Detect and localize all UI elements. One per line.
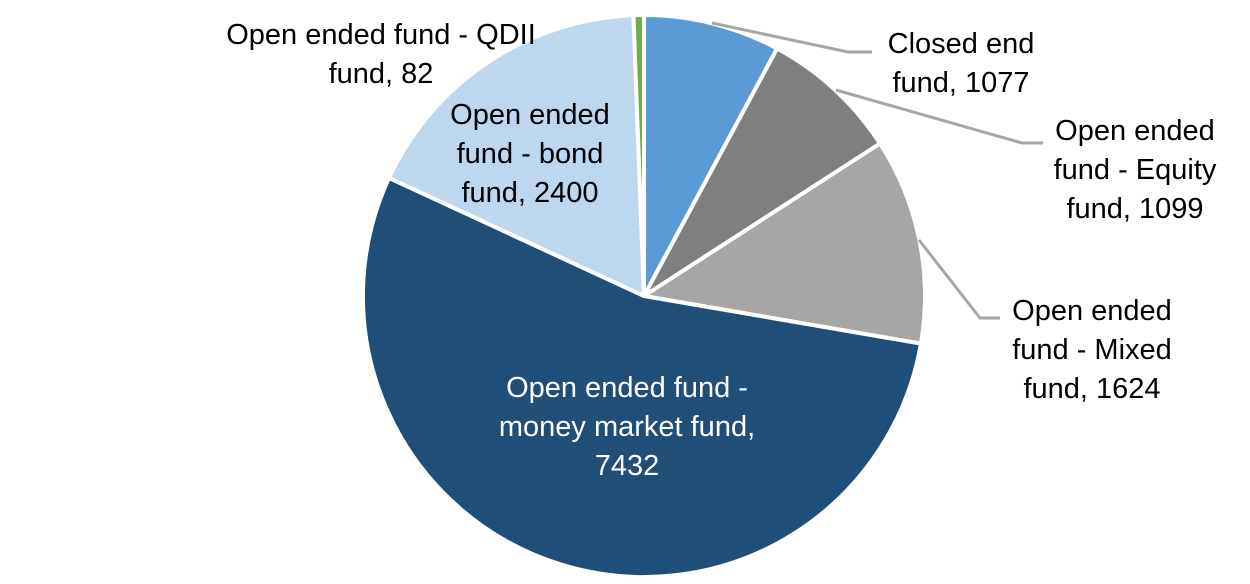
- slice-open-ended-fund-equity-fund: [642, 46, 882, 298]
- slice-open-ended-fund-bond-fund: [387, 13, 646, 298]
- label-bond-fund: Open ended fund - bond fund, 2400: [450, 99, 610, 209]
- label-closed-end-fund: Closed end fund, 1077: [887, 28, 1035, 99]
- leader-line-closed-end-fund: [711, 21, 872, 54]
- label-money-market-fund: Open ended fund - money market fund, 743…: [498, 372, 756, 482]
- slice-open-ended-fund-mixed-fund: [642, 141, 927, 346]
- slice-open-ended-fund-qdii-fund: [631, 13, 646, 298]
- leader-line-mixed-fund: [917, 239, 1000, 320]
- label-equity-fund: Open ended fund - Equity fund, 1099: [1053, 115, 1217, 225]
- leader-line-equity-fund: [835, 88, 1043, 145]
- label-mixed-fund: Open ended fund - Mixed fund, 1624: [1012, 295, 1172, 405]
- label-qdii-fund: Open ended fund - QDII fund, 82: [226, 19, 536, 90]
- slice-open-ended-fund-money-market-fund: [360, 175, 923, 580]
